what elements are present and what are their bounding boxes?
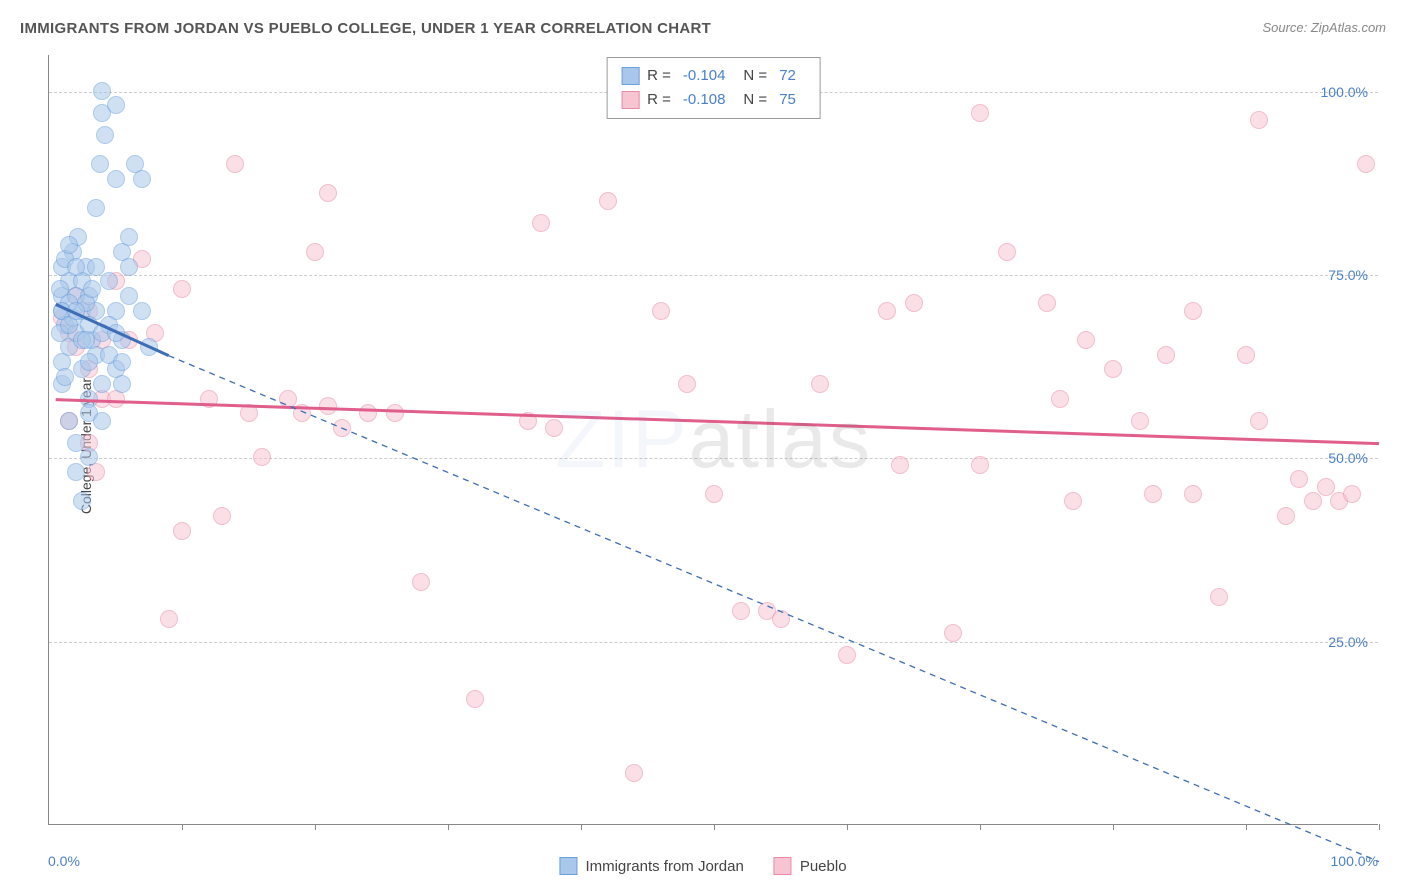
x-tick	[315, 824, 316, 830]
legend-item: Pueblo	[774, 857, 847, 875]
legend-swatch	[621, 67, 639, 85]
legend-label: Immigrants from Jordan	[585, 858, 743, 875]
x-tick	[1379, 824, 1380, 830]
x-tick	[980, 824, 981, 830]
series-legend: Immigrants from Jordan Pueblo	[559, 857, 846, 875]
legend-swatch	[621, 91, 639, 109]
x-tick	[581, 824, 582, 830]
x-tick	[1113, 824, 1114, 830]
legend-label: Pueblo	[800, 858, 847, 875]
legend-swatch	[559, 857, 577, 875]
chart-plot-area: ZIPatlas R =-0.104N =72R =-0.108N =75 25…	[48, 55, 1378, 825]
x-tick	[714, 824, 715, 830]
legend-item: Immigrants from Jordan	[559, 857, 743, 875]
x-tick	[182, 824, 183, 830]
x-axis-min-label: 0.0%	[48, 853, 80, 869]
correlation-legend: R =-0.104N =72R =-0.108N =75	[606, 57, 821, 119]
source-attribution: Source: ZipAtlas.com	[1262, 20, 1386, 35]
x-axis-max-label: 100.0%	[1331, 853, 1378, 869]
x-tick	[847, 824, 848, 830]
x-tick	[448, 824, 449, 830]
legend-swatch	[774, 857, 792, 875]
chart-title: IMMIGRANTS FROM JORDAN VS PUEBLO COLLEGE…	[20, 20, 711, 37]
trend-lines	[49, 55, 1378, 824]
x-tick	[1246, 824, 1247, 830]
legend-row: R =-0.104N =72	[621, 64, 806, 88]
legend-row: R =-0.108N =75	[621, 88, 806, 112]
